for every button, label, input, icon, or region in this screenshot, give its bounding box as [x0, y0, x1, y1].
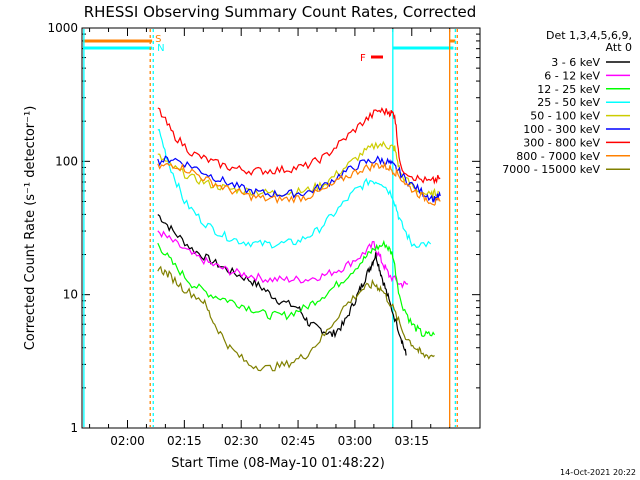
x-tick-label: 03:00 — [338, 434, 373, 448]
flag-label: N — [157, 43, 164, 54]
legend-entry-label: 25 - 50 keV — [537, 96, 600, 109]
series-line — [157, 239, 436, 338]
flag-label: S — [155, 34, 161, 45]
series-line — [157, 128, 432, 249]
x-tick-label: 03:15 — [394, 434, 429, 448]
x-axis: 02:00 02:15 02:30 02:45 03:00 03:15 — [89, 28, 451, 448]
legend-entry-label: 7000 - 15000 keV — [502, 163, 600, 176]
legend-entry-label: 50 - 100 keV — [530, 110, 600, 123]
y-axis: 1 10 100 1000 — [47, 21, 480, 435]
legend-entry-label: 6 - 12 keV — [544, 69, 600, 82]
series-line — [157, 161, 441, 206]
y-tick-label: 10 — [63, 288, 78, 302]
x-tick-label: 02:00 — [110, 434, 145, 448]
x-axis-label: Start Time (08-May-10 01:48:22) — [171, 456, 385, 471]
chart-title: RHESSI Observing Summary Count Rates, Co… — [84, 3, 477, 21]
y-tick-label: 1 — [70, 421, 78, 435]
plot-frame — [81, 27, 481, 429]
series-group — [157, 107, 441, 372]
x-tick-label: 02:45 — [281, 434, 316, 448]
legend-entry-label: 100 - 300 keV — [523, 123, 600, 136]
x-tick-label: 02:15 — [167, 434, 202, 448]
x-tick-label: 02:30 — [224, 434, 259, 448]
flag-label: F — [360, 53, 366, 64]
legend-header-line-1: Det 1,3,4,5,6,9, — [546, 29, 632, 42]
y-tick-label: 1000 — [47, 21, 78, 35]
legend-header-line-2: Att 0 — [606, 41, 632, 54]
legend-entry-label: 3 - 6 keV — [551, 56, 600, 69]
y-tick-label: 100 — [55, 154, 78, 168]
y-axis-label: Corrected Count Rate (s⁻¹ detector⁻¹) — [23, 106, 38, 351]
legend-entry-label: 800 - 7000 keV — [516, 150, 600, 163]
series-line — [157, 107, 441, 185]
flag-markers: SN F — [83, 29, 458, 427]
timestamp: 14-Oct-2021 20:22 — [560, 468, 636, 477]
legend-entry-label: 300 - 800 keV — [523, 136, 600, 149]
axes-box — [81, 27, 481, 429]
series-line — [157, 265, 435, 372]
legend-entry-label: 12 - 25 keV — [537, 83, 600, 96]
series-line — [157, 230, 409, 289]
